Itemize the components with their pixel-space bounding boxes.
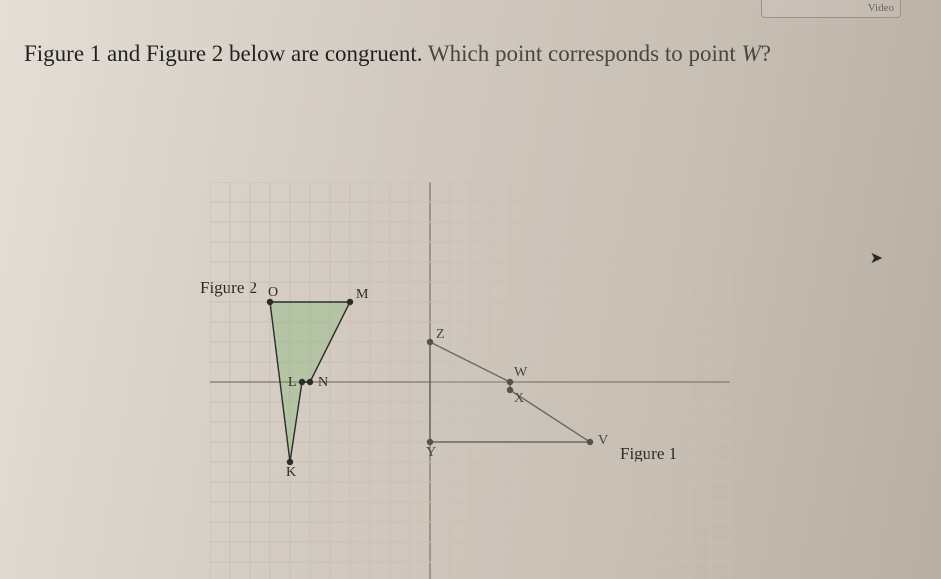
- svg-text:L: L: [288, 375, 297, 390]
- question-hint: Which point corresponds to point: [428, 41, 742, 66]
- svg-text:N: N: [318, 375, 328, 390]
- svg-text:Z: Z: [436, 327, 445, 342]
- question-var: W: [742, 41, 761, 66]
- svg-text:W: W: [514, 365, 528, 380]
- svg-text:Y: Y: [426, 445, 436, 460]
- svg-text:K: K: [286, 465, 296, 480]
- question-suffix: ?: [761, 41, 771, 66]
- grid-svg: O M N L K Z WX V Y: [210, 182, 730, 579]
- cursor-icon: ➤: [870, 248, 883, 268]
- svg-text:X: X: [514, 391, 524, 406]
- question-text: Figure 1 and Figure 2 below are congruen…: [24, 38, 917, 70]
- question-prefix: Figure 1 and Figure 2 below are congruen…: [24, 41, 428, 66]
- svg-text:O: O: [268, 285, 278, 300]
- svg-text:V: V: [598, 433, 608, 448]
- svg-text:M: M: [356, 287, 369, 302]
- figure-stage: Figure 2 Figure 1 OMNLKZWXVY: [210, 182, 730, 579]
- top-fragment: Video: [761, 0, 901, 18]
